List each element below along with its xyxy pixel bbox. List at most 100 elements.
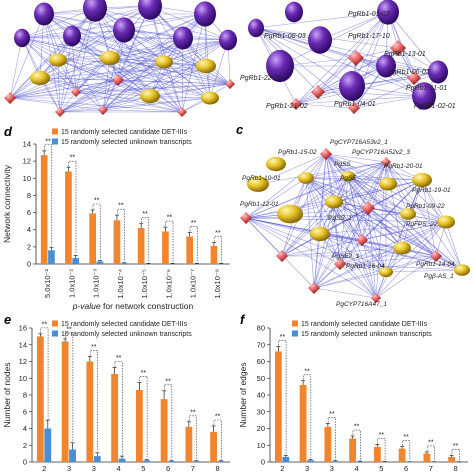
bar-unknown [44, 428, 52, 462]
x-tick-label: 1.0x10⁻⁴ [116, 269, 125, 299]
y-tick-label: 16 [19, 324, 27, 333]
network-node [320, 148, 332, 160]
bar-unknown [331, 461, 339, 462]
bar-unknown [356, 461, 364, 462]
network-edge [245, 175, 349, 219]
y-tick-label: 0 [23, 458, 27, 467]
network-edge [109, 57, 211, 99]
chart-e-number-of-nodes: e 0 2 4 6 8 10 12 14 16 Number of nodes ** 2 ** 3 ** 3 **… [2, 312, 230, 473]
network-edge [117, 37, 184, 81]
significance-label: ** [116, 355, 122, 362]
bar-candidate [373, 446, 381, 462]
network-edge [401, 221, 447, 249]
bar-candidate [398, 448, 406, 462]
significance-label: ** [118, 203, 124, 210]
significance-bracket [68, 160, 77, 255]
significance-label: ** [66, 326, 72, 333]
x-tick-label: 1.0x10⁻³ [92, 269, 101, 298]
bar-unknown [120, 263, 128, 264]
network-node [390, 40, 406, 56]
network-node [285, 1, 303, 23]
network-edge [75, 91, 151, 97]
network-node [407, 71, 421, 85]
y-tick-label: 70 [257, 340, 265, 349]
network-node-label: PgRb1-15-02 [278, 149, 317, 156]
network-node [201, 91, 219, 105]
y-axis-title: Number of nodes [2, 362, 12, 427]
network-node [247, 176, 269, 192]
network-edge [57, 29, 125, 61]
network-node [83, 0, 107, 22]
network-node-label: PgRb1-11-01 [406, 85, 447, 92]
bar-candidate [111, 374, 119, 462]
network-edge [102, 97, 211, 111]
network-edge [181, 37, 184, 113]
significance-label: ** [280, 334, 286, 341]
legend-label: 15 randomly selected candidate DET-IIIs [301, 321, 428, 328]
network-node [34, 2, 54, 26]
edges [245, 153, 463, 299]
network-node-label: PgRb1-01-03 [348, 11, 390, 18]
significance-bracket [402, 440, 411, 461]
bar-candidate [65, 171, 72, 264]
network-edge [289, 175, 349, 215]
network-edge [347, 175, 447, 223]
network-edge [9, 37, 184, 99]
x-tick-label: 2 [42, 464, 46, 473]
network-edge [39, 29, 125, 79]
network-edge [361, 161, 387, 241]
x-axis-title-rest: for network construction [101, 301, 194, 311]
network-edge [385, 269, 463, 273]
network-node [379, 177, 397, 191]
y-tick-label: 80 [257, 324, 265, 333]
bar-candidate [349, 438, 357, 462]
significance-bracket [426, 445, 435, 461]
network-edge [245, 217, 463, 271]
network-node [112, 74, 124, 86]
network-edge [245, 177, 307, 219]
network-edge [313, 153, 327, 289]
network-node [430, 250, 442, 262]
significance-bracket [377, 438, 386, 461]
network-edge [109, 37, 184, 59]
significance-bracket [89, 350, 98, 452]
network-node [113, 17, 135, 43]
network-edge [347, 175, 409, 215]
network-edge [353, 71, 439, 109]
y-tick-label: 2 [27, 242, 31, 251]
legend: 15 randomly selected candidate DET-IIIs 1… [52, 128, 192, 146]
network-edge [385, 161, 409, 215]
network-edge [75, 79, 119, 93]
y-tick-label: 10 [19, 374, 27, 383]
y-tick-label: 4 [23, 424, 27, 433]
panel-letter-d: d [4, 124, 13, 139]
network-edge [347, 175, 403, 249]
x-tick-label: 7 [191, 464, 195, 473]
network-edge [59, 79, 119, 113]
network-edge [355, 57, 425, 97]
network-node [376, 54, 396, 78]
network-node [14, 28, 30, 48]
network-node-label: PgCYP716A47_1 [336, 301, 387, 308]
network-edge [339, 207, 369, 265]
network-node [339, 71, 365, 101]
network-edge [295, 57, 357, 105]
network-node [276, 250, 288, 262]
network-edge [367, 161, 387, 209]
network-edge [317, 11, 389, 93]
network-edge [313, 255, 437, 289]
x-tick-label: 7 [429, 464, 433, 473]
network-edge [367, 207, 377, 299]
network-edge [9, 79, 119, 99]
bar-candidate [89, 213, 97, 264]
network-labels: PgRb1-01-03 PgRb1-08-03 PgRb1-17-10 PgRb1-1… [240, 11, 456, 110]
significance-label: ** [215, 413, 221, 420]
network-edge [325, 153, 341, 265]
network-edge [367, 207, 437, 257]
significance-bracket [165, 220, 174, 263]
x-tick-label: 5 [141, 464, 145, 473]
network-edge [9, 83, 231, 99]
network-node [194, 1, 216, 27]
network-edge [255, 11, 389, 29]
network-edge [333, 201, 403, 249]
